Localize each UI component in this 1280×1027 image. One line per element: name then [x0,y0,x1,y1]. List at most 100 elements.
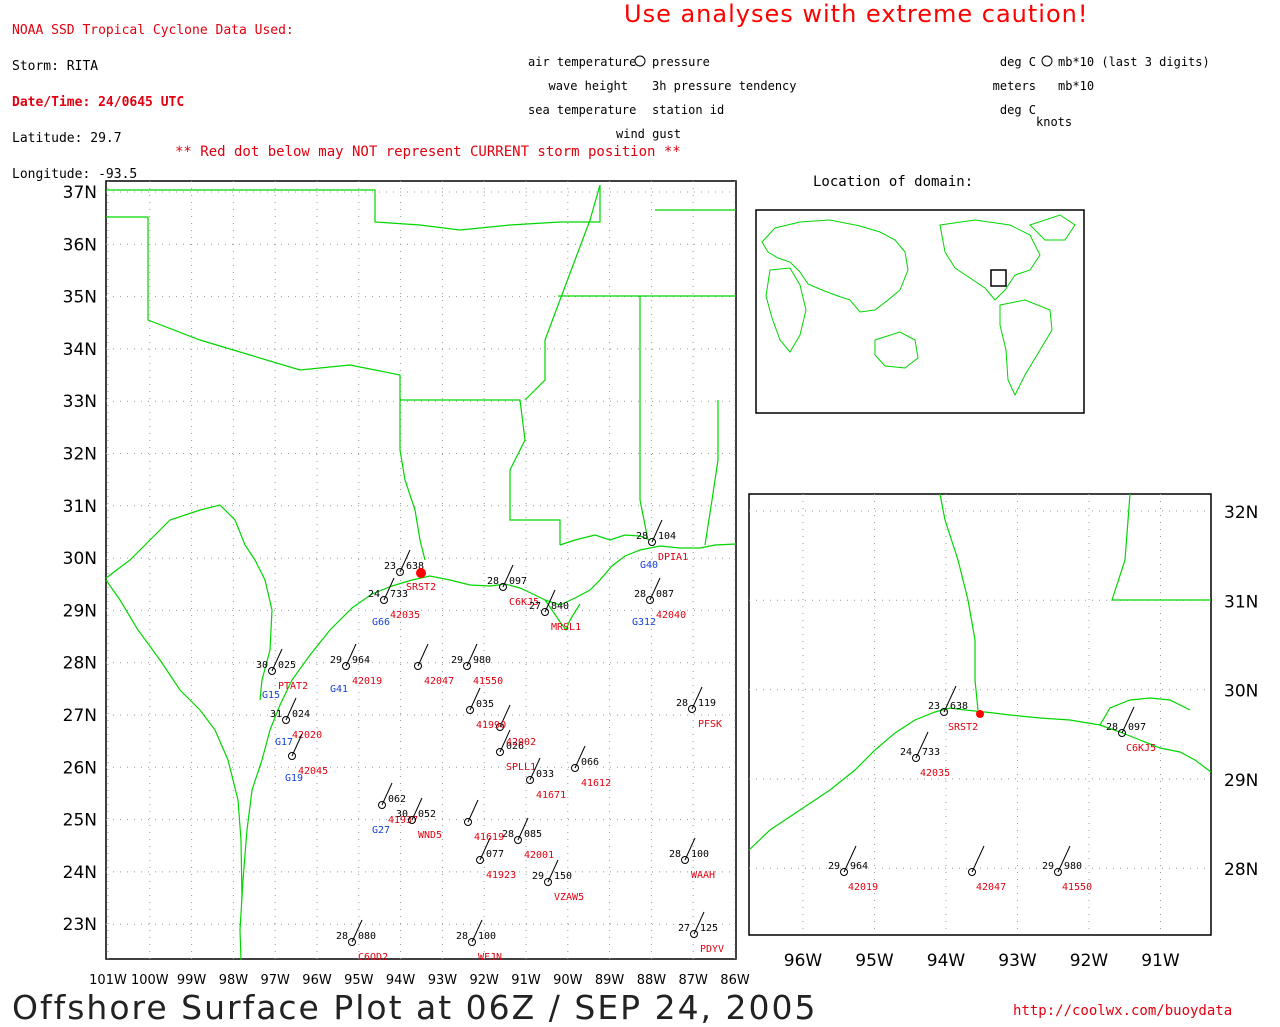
station-plot[interactable]: 42047 [414,643,455,687]
station-plot[interactable]: 29 980 41550 [451,643,503,687]
station-plot[interactable]: 035 41990 [466,687,507,731]
station-pressure: 077 [486,849,504,860]
storm-name: Storm: RITA [12,59,99,74]
station-id: 42020 [292,730,322,741]
zoom-storm-dot [976,710,984,718]
station-id: PFSK [698,719,722,730]
main-lon-label: 97W [260,973,290,988]
station-pressure: 062 [388,794,406,805]
footer-url[interactable]: http://coolwx.com/buoydata [1013,1003,1233,1019]
station-air-temp: 28 [634,589,646,600]
station-plot[interactable]: 42045 [288,733,329,777]
station-plot[interactable]: 31 024 42020 [270,697,322,741]
units-mb: mb*10 (last 3 digits) [1058,55,1210,69]
station-id: 42040 [656,610,686,621]
station-plot[interactable]: 27 840 MRSL1 [529,589,581,633]
station-plot[interactable]: 27 125 PDYV [678,911,724,955]
station-id: PTAT2 [278,681,308,692]
station-plot[interactable]: 28 119 PFSK [676,686,722,730]
station-plot[interactable]: 42002 [496,704,537,748]
main-lat-label: 29N [63,601,97,621]
station-plot[interactable]: 30 052 WND5 [396,797,442,841]
main-lon-label: 99W [177,973,207,988]
station-plot[interactable]: 033 41671 [526,757,567,801]
gauge-label: G27 [372,825,390,836]
main-map-coastline [105,184,737,961]
station-plot[interactable]: 28 087 42040 [634,577,686,621]
zoom-station-plots: 23 638 SRST2 24 733 42035 29 964 42019 42047 29 980… [828,685,1156,893]
station-id: C6KJ5 [1126,743,1156,754]
storm-datetime: Date/Time: 24/0645 UTC [12,95,185,110]
station-plot[interactable]: 29 964 42019 [330,643,382,687]
wind-barb [915,731,929,759]
storm-latitude: Latitude: 29.7 [12,131,122,146]
wind-barb [466,643,478,667]
station-id: PDYV [700,944,724,955]
station-pressure: 100 [691,849,709,860]
station-plot[interactable]: 026 SPLL1 [496,729,537,773]
station-plot[interactable]: 30 025 PTAT2 [256,648,308,692]
station-circle [940,708,948,716]
legend-left: air temperature wave height sea temperat… [528,44,636,128]
legend-units-circle [1041,55,1053,67]
station-plot[interactable]: 28 097 C6KJ5 [487,564,539,608]
station-plot[interactable]: 23 638 SRST2 [384,549,436,593]
world-inset-frame [755,209,1085,414]
station-plot[interactable]: 28 100 WAAH [669,837,715,881]
station-id: SRST2 [406,582,436,593]
station-circle [912,754,920,762]
main-lon-label: 86W [720,973,750,988]
wind-barb [693,911,705,935]
wind-barb [271,648,283,672]
station-circle [541,608,549,616]
station-air-temp: 28 [502,829,514,840]
station-circle [840,868,848,876]
zoom-station-plot[interactable]: 42047 [968,845,1007,893]
wind-barb [467,799,479,823]
main-lat-label: 37N [63,183,97,203]
wind-barb [383,577,395,601]
wind-barb [411,797,423,821]
station-pressure: 024 [292,709,310,720]
station-circle [496,748,504,756]
station-id: 42019 [848,882,878,893]
station-circle [342,662,350,670]
station-pressure: 840 [551,601,569,612]
zoom-map-lon-labels: 96W 95W 94W 93W 92W 91W [784,951,1180,971]
main-lat-label: 31N [63,497,97,517]
station-plot[interactable]: 24 733 42035 [368,577,420,621]
station-plot[interactable]: 28 080 C6OD2 [336,919,388,963]
station-air-temp: 29 [330,655,342,666]
station-air-temp: 28 [676,698,688,709]
wind-barb [351,919,363,943]
station-plot[interactable]: 062 41937 [378,782,419,826]
legend-right: pressure 3h pressure tendency station id… [616,44,797,152]
zoom-station-plot[interactable]: 28 097 C6KJ5 [1106,706,1156,754]
zoom-station-plot[interactable]: 29 964 42019 [828,845,878,893]
station-air-temp: 30 [396,809,408,820]
wind-barb [499,704,511,728]
station-plot[interactable]: 28 100 WFJN [456,919,502,963]
station-plot[interactable]: 41619 [464,799,505,843]
zoom-lon-label: 92W [1070,951,1109,971]
station-circle [544,878,552,886]
wind-barb [691,686,703,710]
zoom-station-plot[interactable]: 29 980 41550 [1042,845,1092,893]
station-circle [968,868,976,876]
station-plot[interactable]: 28 104 DPIA1 [636,519,688,563]
station-plot[interactable]: 29 150 VZAW5 [532,859,584,903]
station-plot[interactable]: 066 41612 [571,745,612,789]
station-id: 42047 [976,882,1006,893]
station-plot[interactable]: 28 085 42001 [502,817,554,861]
zoom-station-plot[interactable]: 24 733 42035 [900,731,950,779]
station-plot[interactable]: 077 41923 [476,837,517,881]
main-lat-label: 35N [63,288,97,308]
main-lon-label: 93W [428,973,458,988]
wind-barb [574,745,586,769]
station-circle [690,930,698,938]
station-id: VZAW5 [554,892,584,903]
main-lon-label: 100W [131,973,169,988]
station-circle [476,856,484,864]
station-air-temp: 24 [900,747,912,758]
zoom-station-plot[interactable]: 23 638 SRST2 [928,685,978,733]
